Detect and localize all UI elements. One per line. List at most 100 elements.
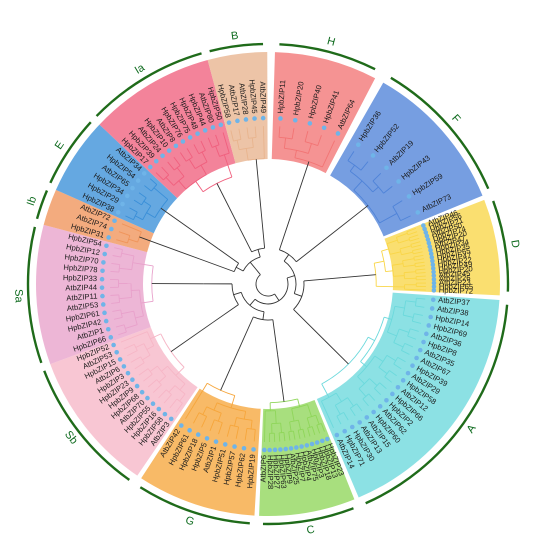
- leaf-marker: [430, 297, 436, 303]
- branch: [150, 333, 162, 340]
- branch: [283, 137, 287, 149]
- leaf-marker: [235, 118, 240, 124]
- leaf-marker: [421, 339, 426, 345]
- branch: [376, 285, 405, 288]
- leaf-marker: [267, 447, 272, 453]
- branch: [306, 417, 311, 428]
- branch: [335, 392, 342, 402]
- branch: [401, 251, 413, 256]
- leaf-marker: [162, 411, 168, 417]
- branch: [209, 419, 215, 432]
- branch: [393, 275, 405, 277]
- leaf-marker: [173, 143, 179, 149]
- branch: [297, 398, 301, 407]
- branch: [134, 362, 145, 370]
- leaf-marker: [424, 331, 429, 337]
- leaf-marker: [417, 347, 423, 353]
- leaf-label-g: HpbZIP19: [245, 454, 257, 489]
- leaf-marker: [430, 258, 435, 264]
- branch: [223, 154, 233, 178]
- branch: [415, 272, 426, 274]
- leaf-marker: [424, 233, 430, 239]
- leaf-marker: [428, 251, 434, 257]
- leaf-marker: [166, 148, 172, 153]
- branch: [118, 331, 127, 336]
- branch: [173, 176, 185, 186]
- branch: [230, 395, 236, 409]
- branch: [163, 174, 170, 181]
- branch: [321, 400, 334, 428]
- leaf-marker: [406, 194, 412, 199]
- group-label-ib: Ib: [25, 195, 39, 208]
- branch: [215, 134, 220, 145]
- leaf-marker: [377, 404, 383, 409]
- branch: [143, 343, 151, 356]
- branch: [296, 241, 322, 263]
- group-sectors: [36, 52, 500, 516]
- branch: [412, 320, 422, 324]
- branch: [235, 266, 244, 272]
- branch: [193, 144, 200, 154]
- group-label-a: A: [464, 422, 478, 435]
- leaf-marker: [145, 395, 150, 401]
- leaf-marker: [251, 447, 256, 452]
- branch: [161, 166, 170, 176]
- leaf-marker: [429, 255, 435, 260]
- branch: [173, 156, 181, 166]
- branch: [147, 379, 158, 388]
- branch: [199, 258, 235, 273]
- branch: [372, 180, 384, 194]
- branch: [168, 385, 176, 393]
- leaf-marker: [108, 335, 114, 340]
- branch: [153, 187, 169, 200]
- sector-sa: [36, 224, 151, 365]
- branch: [379, 382, 387, 389]
- leaf-label-c: HpbZIP63: [277, 454, 289, 489]
- branch: [132, 262, 154, 267]
- branch: [378, 367, 388, 375]
- branch: [402, 300, 407, 316]
- branch: [254, 277, 289, 305]
- branch: [110, 270, 119, 273]
- leaf-marker: [141, 171, 147, 176]
- branch: [405, 300, 417, 303]
- leaf-marker: [272, 447, 278, 453]
- branch: [374, 382, 381, 389]
- branch: [291, 404, 308, 410]
- branch: [278, 126, 281, 138]
- branch: [255, 159, 262, 216]
- branch: [278, 218, 291, 250]
- leaf-label-d: HpbZIP72: [439, 286, 474, 296]
- leaf-label-c: HpbZIP9: [282, 453, 294, 484]
- branch: [213, 402, 218, 411]
- branch: [304, 130, 309, 142]
- leaf-marker: [400, 378, 406, 383]
- branch: [289, 161, 310, 219]
- branch: [179, 393, 186, 402]
- branch: [357, 355, 376, 377]
- leaf-marker: [278, 447, 283, 452]
- branch: [317, 135, 322, 146]
- branch: [175, 402, 183, 413]
- branch: [393, 363, 402, 370]
- branch: [115, 324, 125, 328]
- leaf-marker: [150, 401, 156, 407]
- branch: [234, 417, 237, 427]
- branch: [372, 173, 382, 182]
- leaf-marker: [427, 244, 433, 249]
- branch: [112, 255, 122, 258]
- branch: [360, 317, 385, 362]
- branch: [347, 160, 362, 171]
- branch: [133, 199, 142, 206]
- sector-ia: [99, 59, 236, 199]
- leaf-marker: [319, 438, 325, 444]
- branch: [349, 170, 374, 193]
- branch: [130, 356, 141, 363]
- leaf-marker: [121, 364, 127, 369]
- branch: [176, 398, 183, 404]
- group-label-g: G: [184, 514, 196, 528]
- branch: [349, 164, 355, 172]
- branch: [278, 432, 281, 442]
- branch: [353, 180, 363, 191]
- branch: [264, 410, 266, 442]
